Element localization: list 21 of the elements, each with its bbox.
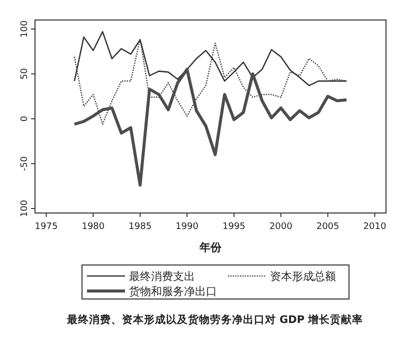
y-tick-label: 100 [20,200,30,218]
x-tick-label: 1985 [128,222,152,232]
legend-label: 最终消费支出 [129,270,195,283]
legend-label: 资本形成总额 [270,270,336,283]
x-tick-label: 1995 [222,222,246,232]
x-tick-label: 2010 [363,222,386,232]
x-tick-label: 1980 [82,222,105,232]
line-series [74,38,348,125]
x-tick-label: 1975 [34,222,58,232]
line-series [72,68,348,187]
y-tick-label: 50 [20,68,30,80]
x-axis-title: 年份 [198,241,222,254]
line-series [74,31,348,86]
legend-label: 货物和服务净出口 [129,285,217,298]
x-tick-label: 2000 [269,222,293,232]
y-tick-label: 0 [20,116,30,122]
x-tick-label: 1990 [176,222,199,232]
text: 最终消费、资本形成以及货物劳务净出口对 GDP 增长贡献率 [66,313,364,326]
x-tick-label: 2005 [316,222,340,232]
y-tick-label: -50 [20,156,30,171]
y-tick-label: 100 [20,20,30,38]
